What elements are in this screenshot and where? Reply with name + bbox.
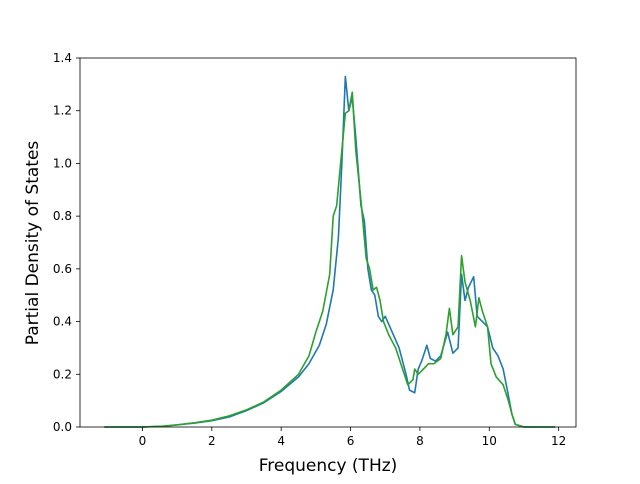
y-tick-label: 0.8 — [53, 209, 72, 223]
x-tick-label: 6 — [347, 434, 355, 448]
x-tick-label: 2 — [208, 434, 216, 448]
y-tick-label: 1.0 — [53, 156, 72, 170]
y-tick-label: 0.2 — [53, 367, 72, 381]
y-axis-label: Partial Density of States — [23, 141, 43, 346]
x-axis-ticks: 0 2 4 6 8 10 12 — [139, 427, 566, 448]
plot-area-frame — [79, 57, 577, 428]
x-tick-label: 12 — [551, 434, 566, 448]
y-axis-ticks: 0.0 0.2 0.4 0.6 0.8 1.0 1.2 1.4 — [53, 51, 80, 434]
x-tick-label: 8 — [416, 434, 424, 448]
y-tick-label: 0.4 — [53, 315, 72, 329]
series-line-2 — [104, 91, 556, 428]
x-axis-label: Frequency (THz) — [259, 456, 398, 476]
y-tick-label: 1.2 — [53, 104, 72, 118]
y-tick-label: 1.4 — [53, 51, 72, 65]
x-tick-label: 10 — [482, 434, 497, 448]
y-tick-label: 0.0 — [53, 420, 72, 434]
x-tick-label: 0 — [139, 434, 147, 448]
series-layer — [104, 75, 556, 428]
series-line-1 — [104, 75, 556, 428]
x-tick-label: 4 — [277, 434, 285, 448]
y-tick-label: 0.6 — [53, 262, 72, 276]
